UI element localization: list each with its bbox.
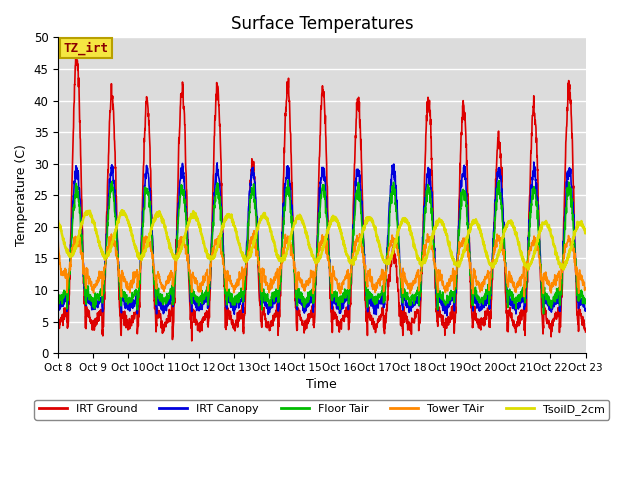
IRT Ground — [188, 338, 196, 344]
IRT Canopy — [202, 299, 209, 304]
IRT Canopy — [444, 313, 451, 319]
TsoilD_2cm — [118, 207, 125, 213]
IRT Ground — [550, 315, 558, 321]
Tower TAir — [250, 228, 258, 234]
TsoilD_2cm — [550, 242, 557, 248]
Tower TAir — [476, 285, 483, 291]
IRT Ground — [202, 315, 209, 321]
IRT Canopy — [582, 306, 589, 312]
IRT Canopy — [337, 309, 344, 315]
Floor Tair — [550, 298, 558, 303]
Floor Tair — [284, 177, 292, 183]
Y-axis label: Temperature (C): Temperature (C) — [15, 144, 28, 246]
IRT Ground — [476, 324, 483, 330]
IRT Canopy — [536, 237, 543, 242]
Line: Tower TAir: Tower TAir — [58, 231, 586, 297]
Floor Tair — [540, 311, 547, 317]
Floor Tair — [476, 300, 483, 305]
IRT Canopy — [476, 305, 483, 311]
Floor Tair — [202, 290, 209, 296]
IRT Canopy — [550, 304, 558, 310]
Tower TAir — [349, 251, 356, 257]
IRT Canopy — [348, 244, 356, 250]
IRT Ground — [536, 231, 543, 237]
Title: Surface Temperatures: Surface Temperatures — [230, 15, 413, 33]
Tower TAir — [550, 281, 558, 287]
TsoilD_2cm — [54, 218, 62, 224]
Line: TsoilD_2cm: TsoilD_2cm — [58, 210, 586, 270]
IRT Canopy — [530, 159, 538, 165]
Tower TAir — [536, 253, 543, 259]
Line: Floor Tair: Floor Tair — [58, 180, 586, 314]
X-axis label: Time: Time — [307, 378, 337, 392]
Text: TZ_irt: TZ_irt — [63, 41, 108, 55]
Line: IRT Canopy: IRT Canopy — [58, 162, 586, 316]
Tower TAir — [54, 238, 62, 243]
TsoilD_2cm — [202, 248, 209, 254]
TsoilD_2cm — [582, 230, 589, 236]
Floor Tair — [54, 298, 62, 304]
Tower TAir — [118, 294, 125, 300]
Floor Tair — [337, 299, 345, 304]
IRT Ground — [337, 326, 345, 332]
Tower TAir — [202, 271, 209, 277]
IRT Ground — [582, 329, 589, 335]
TsoilD_2cm — [337, 231, 345, 237]
IRT Canopy — [54, 308, 62, 314]
Floor Tair — [349, 250, 356, 256]
TsoilD_2cm — [476, 222, 483, 228]
Legend: IRT Ground, IRT Canopy, Floor Tair, Tower TAir, TsoilD_2cm: IRT Ground, IRT Canopy, Floor Tair, Towe… — [35, 400, 609, 420]
TsoilD_2cm — [560, 267, 568, 273]
Floor Tair — [535, 241, 543, 247]
Tower TAir — [582, 285, 589, 291]
Tower TAir — [337, 284, 345, 289]
IRT Ground — [54, 320, 62, 325]
TsoilD_2cm — [349, 261, 356, 266]
IRT Ground — [72, 52, 80, 58]
TsoilD_2cm — [535, 231, 543, 237]
IRT Ground — [349, 223, 356, 229]
Floor Tair — [582, 296, 589, 302]
Line: IRT Ground: IRT Ground — [58, 55, 586, 341]
